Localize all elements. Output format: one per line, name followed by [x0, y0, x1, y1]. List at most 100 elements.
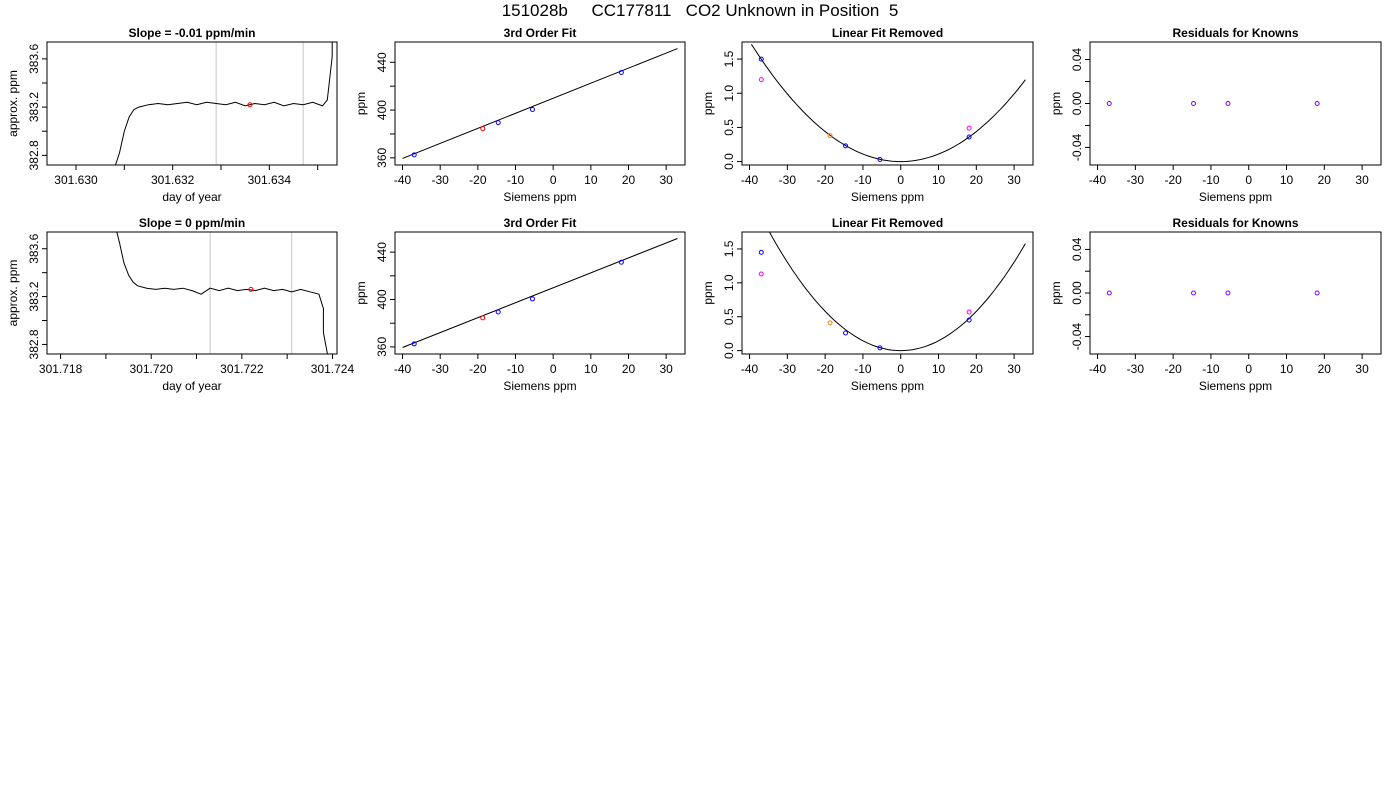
- x-tick-label: 10: [1280, 173, 1294, 187]
- x-tick-label: 10: [932, 173, 946, 187]
- plot-frame: [46, 231, 338, 355]
- chart-title: Residuals for Knowns: [1172, 26, 1298, 40]
- x-tick-label: 20: [1318, 362, 1332, 376]
- chart-panel-8: Residuals for Knowns -40 -30 -20 -10 0 10 20 30 -…: [1049, 216, 1382, 393]
- data-point: [966, 317, 972, 323]
- x-tick-label: 20: [622, 173, 636, 187]
- fit-curve: [402, 238, 678, 348]
- chart-title: Linear Fit Removed: [832, 216, 943, 230]
- data-point: [1225, 101, 1231, 106]
- y-axis-label: ppm: [1049, 281, 1063, 304]
- x-tick-label: -40: [741, 173, 759, 187]
- y-tick-label: 400: [375, 100, 389, 120]
- y-axis-label: ppm: [354, 281, 368, 304]
- x-tick-label: -20: [469, 362, 487, 376]
- x-tick-label: 10: [932, 362, 946, 376]
- y-tick-label: 1.0: [722, 85, 736, 102]
- data-point: [877, 157, 883, 163]
- x-tick-label: -10: [854, 173, 872, 187]
- chart-panel-2: 3rd Order Fit -40 -30 -20 -10 0 10 20 30 360 400 44…: [354, 26, 686, 204]
- x-tick-label: -30: [779, 173, 797, 187]
- x-tick-label: 301.634: [248, 173, 292, 187]
- x-tick-label: 0: [897, 173, 904, 187]
- x-tick-label: 301.720: [130, 362, 174, 376]
- plot-area: [758, 232, 1026, 352]
- x-tick-label: 301.724: [311, 362, 355, 376]
- page-title: 151028b CC177811 CO2 Unknown in Position…: [501, 1, 899, 20]
- data-point: [1191, 101, 1197, 106]
- x-axis-label: Siemens ppm: [851, 379, 924, 393]
- data-point: [618, 259, 624, 265]
- x-axis-label: Siemens ppm: [851, 190, 924, 204]
- x-tick-label: 301.632: [151, 173, 195, 187]
- data-point: [758, 271, 764, 277]
- x-tick-label: 301.630: [54, 173, 98, 187]
- chart-title: Slope = 0 ppm/min: [139, 216, 245, 230]
- data-point: [480, 126, 486, 132]
- y-tick-label: 360: [375, 337, 389, 357]
- data-point: [495, 309, 501, 315]
- data-point: [827, 320, 833, 326]
- x-tick-label: -20: [1164, 173, 1182, 187]
- x-tick-label: -40: [741, 362, 759, 376]
- y-tick-label: 0.04: [1070, 48, 1084, 72]
- chart-title: 3rd Order Fit: [504, 216, 577, 230]
- chart-panel-1: Slope = -0.01 ppm/min 301.630 301.632 301.6…: [6, 26, 338, 204]
- x-tick-label: -40: [394, 173, 412, 187]
- y-tick-label: 1.0: [722, 274, 736, 291]
- y-tick-label: 382.8: [27, 140, 41, 170]
- plot-area: [1106, 101, 1320, 106]
- chart-title: Linear Fit Removed: [832, 26, 943, 40]
- y-tick-label: 383.2: [27, 281, 41, 311]
- chart-panel-6: 3rd Order Fit -40 -30 -20 -10 0 10 20 30 360 400 44…: [354, 216, 686, 393]
- y-axis-label: approx. ppm: [6, 260, 20, 327]
- data-point: [1191, 290, 1197, 296]
- data-point: [618, 69, 624, 75]
- data-point: [1225, 290, 1231, 296]
- x-axis-label: day of year: [162, 379, 221, 393]
- plot-frame: [1089, 231, 1382, 355]
- y-tick-label: 1.5: [722, 50, 736, 67]
- x-tick-label: 30: [1007, 173, 1021, 187]
- y-tick-label: 0.00: [1070, 91, 1084, 115]
- data-point: [966, 134, 972, 140]
- chart-title: Residuals for Knowns: [1172, 216, 1298, 230]
- data-point: [827, 133, 833, 139]
- data-point: [758, 56, 764, 62]
- data-point: [758, 77, 764, 83]
- data-point: [966, 309, 972, 315]
- plot-area: [750, 44, 1026, 163]
- x-tick-label: -20: [816, 173, 834, 187]
- x-tick-label: 301.718: [39, 362, 83, 376]
- data-point: [843, 330, 849, 336]
- y-tick-label: 383.2: [27, 92, 41, 122]
- x-tick-label: 20: [970, 362, 984, 376]
- x-tick-label: 10: [584, 362, 598, 376]
- x-tick-label: 0: [1245, 362, 1252, 376]
- y-tick-label: 383.6: [27, 44, 41, 74]
- data-point: [411, 152, 417, 158]
- x-tick-label: -40: [1089, 173, 1107, 187]
- y-tick-label: 0.5: [722, 119, 736, 136]
- y-tick-label: 400: [375, 289, 389, 309]
- chart-panel-4: Residuals for Knowns -40 -30 -20 -10 0 10 20 30 -…: [1049, 26, 1382, 204]
- y-axis-label: ppm: [701, 92, 715, 115]
- data-point: [1314, 290, 1320, 296]
- x-tick-label: -40: [394, 362, 412, 376]
- y-tick-label: 440: [375, 242, 389, 262]
- chart-title: 3rd Order Fit: [504, 26, 577, 40]
- x-tick-label: -30: [1127, 173, 1145, 187]
- x-tick-label: -30: [432, 362, 450, 376]
- chart-panel-3: Linear Fit Removed -40 -30 -20 -10 0 10 20 30 0.0…: [701, 26, 1034, 204]
- x-tick-label: 20: [622, 362, 636, 376]
- x-tick-label: -10: [507, 173, 525, 187]
- x-axis-label: Siemens ppm: [1199, 379, 1272, 393]
- fit-curve: [768, 232, 1026, 352]
- plot-frame: [1089, 41, 1382, 166]
- chart-title: Slope = -0.01 ppm/min: [128, 26, 255, 40]
- x-tick-label: -10: [507, 362, 525, 376]
- plot-frame: [741, 41, 1034, 166]
- plot-area: [402, 48, 678, 159]
- x-tick-label: 30: [659, 173, 673, 187]
